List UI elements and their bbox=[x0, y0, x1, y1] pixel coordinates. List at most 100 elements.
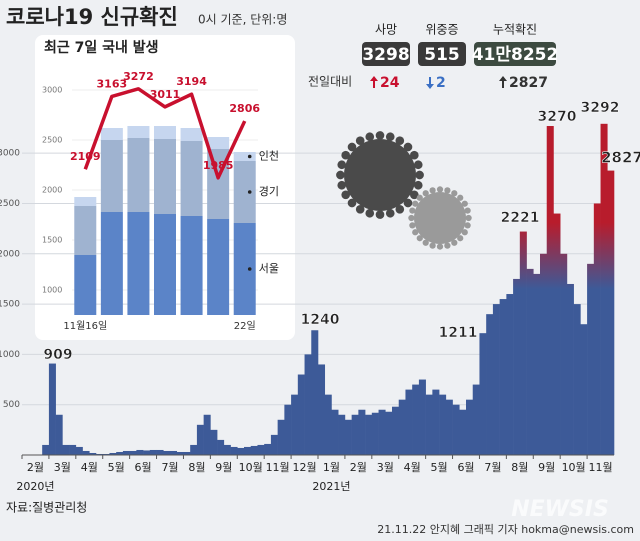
stacked-bar bbox=[74, 255, 97, 315]
stacked-bar bbox=[127, 138, 150, 212]
stacked-bar bbox=[233, 152, 256, 161]
virus-spike bbox=[415, 170, 424, 180]
stacked-bar bbox=[207, 137, 230, 149]
peak-label: 2827 bbox=[601, 149, 640, 167]
x-tick-label: 9월 bbox=[215, 461, 232, 474]
bar bbox=[519, 231, 527, 455]
virus-spike bbox=[413, 180, 423, 190]
virus-spike bbox=[461, 229, 468, 236]
summary-change: 24 bbox=[380, 75, 400, 91]
virus-spike bbox=[429, 242, 436, 249]
virus-spike bbox=[416, 235, 423, 242]
virus-spike bbox=[457, 194, 464, 201]
bar bbox=[48, 363, 56, 455]
summary-change: 2 bbox=[436, 75, 446, 91]
virus-spike bbox=[444, 187, 451, 194]
virus-spike bbox=[461, 200, 468, 207]
bar bbox=[344, 419, 352, 455]
bar bbox=[499, 299, 507, 455]
x-tick-label: 2월 bbox=[27, 461, 44, 474]
virus-spike bbox=[464, 222, 471, 229]
y-tick-label: 3000 bbox=[0, 149, 20, 159]
y-tick-label: 500 bbox=[3, 400, 20, 410]
virus-spike bbox=[365, 132, 375, 142]
bar bbox=[573, 304, 581, 455]
virus-spike bbox=[436, 186, 444, 193]
x-tick-label: 8월 bbox=[188, 461, 205, 474]
virus-spike bbox=[409, 190, 419, 200]
virus-spike bbox=[408, 214, 415, 222]
x-tick-label: 10월 bbox=[239, 461, 263, 474]
legend-dot bbox=[247, 154, 252, 159]
x-tick-label: 12월 bbox=[292, 461, 316, 474]
bar bbox=[486, 314, 494, 455]
virus-spike bbox=[416, 194, 423, 201]
bar bbox=[466, 399, 474, 455]
x-tick-label: 7월 bbox=[161, 461, 178, 474]
stacked-bar bbox=[127, 126, 150, 138]
virus-spike bbox=[409, 222, 416, 229]
bar bbox=[371, 412, 379, 455]
virus-spike bbox=[457, 235, 464, 242]
peak-label: 3292 bbox=[581, 100, 620, 116]
source: 자료:질병관리청 bbox=[6, 501, 87, 515]
summary-value: 515 bbox=[424, 45, 460, 65]
y-tick-label: 2000 bbox=[0, 249, 20, 259]
x-tick-label: 5월 bbox=[108, 461, 125, 474]
bar bbox=[432, 389, 440, 455]
stacked-bar bbox=[180, 141, 203, 216]
bar bbox=[600, 123, 608, 456]
virus-spike bbox=[355, 204, 365, 214]
virus-spike bbox=[341, 190, 351, 200]
inset-title: 최근 7일 국내 발생 bbox=[44, 39, 159, 56]
bar bbox=[75, 446, 83, 455]
bar bbox=[297, 374, 305, 455]
x-tick-label: 3월 bbox=[54, 461, 71, 474]
inset-x-tick-label: 22일 bbox=[234, 320, 256, 332]
x-tick-label: 3월 bbox=[377, 461, 394, 474]
watermark: NEWSIS bbox=[511, 497, 609, 522]
bar bbox=[607, 170, 615, 455]
virus-spike bbox=[395, 204, 405, 214]
bar bbox=[270, 434, 278, 455]
stacked-bar bbox=[233, 223, 256, 315]
virus-spike bbox=[347, 198, 357, 208]
bar bbox=[62, 444, 70, 455]
virus-spike bbox=[403, 198, 413, 208]
virus-spike bbox=[375, 210, 385, 219]
year-label: 2020년 bbox=[16, 480, 54, 493]
peak-label: 2221 bbox=[501, 210, 540, 226]
inset-y-tick-label: 1000 bbox=[42, 286, 62, 295]
summary-box bbox=[474, 42, 556, 66]
virus-body bbox=[414, 192, 466, 244]
bar bbox=[439, 394, 447, 455]
bar bbox=[533, 273, 541, 455]
x-tick-label: 6월 bbox=[457, 461, 474, 474]
bar bbox=[459, 409, 467, 455]
x-tick-label: 8월 bbox=[511, 461, 528, 474]
bar bbox=[452, 404, 460, 455]
bar bbox=[203, 414, 211, 455]
bar bbox=[324, 394, 332, 455]
bar bbox=[492, 304, 500, 455]
stacked-bar bbox=[180, 128, 203, 141]
bar bbox=[318, 364, 326, 455]
legend-dot bbox=[247, 190, 252, 194]
bar bbox=[149, 449, 157, 455]
virus-spike bbox=[409, 150, 419, 160]
virus-spike bbox=[409, 207, 416, 214]
bar bbox=[587, 263, 595, 455]
legend-label: 서울 bbox=[259, 262, 279, 275]
virus-spike bbox=[451, 190, 458, 197]
bar bbox=[284, 404, 292, 455]
bar bbox=[580, 324, 588, 455]
line-value-label: 2806 bbox=[229, 102, 260, 115]
stacked-bar bbox=[100, 140, 123, 212]
stacked-bar bbox=[100, 128, 123, 140]
bar bbox=[244, 446, 252, 455]
x-tick-label: 5월 bbox=[431, 461, 448, 474]
legend-dot bbox=[247, 267, 252, 271]
bar bbox=[405, 389, 413, 455]
virus-spike bbox=[385, 132, 395, 142]
